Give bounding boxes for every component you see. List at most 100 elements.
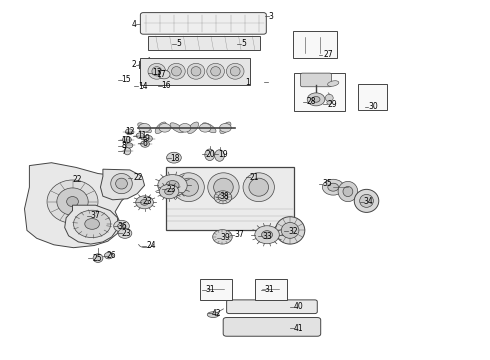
Text: 6: 6 <box>142 139 147 148</box>
Ellipse shape <box>173 173 204 202</box>
Ellipse shape <box>207 63 224 79</box>
Text: 32: 32 <box>288 227 298 236</box>
Text: 36: 36 <box>118 222 127 231</box>
Ellipse shape <box>116 178 127 189</box>
Ellipse shape <box>354 189 379 212</box>
Ellipse shape <box>208 173 239 202</box>
Ellipse shape <box>255 226 279 244</box>
Ellipse shape <box>124 148 131 155</box>
Ellipse shape <box>213 230 232 244</box>
Ellipse shape <box>243 173 274 202</box>
Bar <box>255 279 287 300</box>
Ellipse shape <box>166 180 179 190</box>
Ellipse shape <box>148 63 166 79</box>
Ellipse shape <box>215 150 224 161</box>
Ellipse shape <box>226 63 244 79</box>
Text: 19: 19 <box>218 150 228 158</box>
Text: 33: 33 <box>262 232 272 241</box>
FancyBboxPatch shape <box>226 300 318 314</box>
Text: 21: 21 <box>250 173 259 181</box>
Text: 30: 30 <box>368 102 378 111</box>
Ellipse shape <box>126 143 133 148</box>
Bar <box>200 279 232 300</box>
Text: 20: 20 <box>206 150 216 158</box>
Ellipse shape <box>187 63 205 79</box>
Ellipse shape <box>57 188 88 215</box>
Text: 22: 22 <box>73 175 82 184</box>
Ellipse shape <box>158 175 187 196</box>
Ellipse shape <box>179 123 191 132</box>
Text: 41: 41 <box>294 324 304 333</box>
Ellipse shape <box>214 191 232 204</box>
Ellipse shape <box>220 122 231 134</box>
Text: 37: 37 <box>234 230 244 239</box>
Ellipse shape <box>47 180 98 223</box>
Ellipse shape <box>281 222 299 238</box>
Ellipse shape <box>262 231 272 239</box>
Ellipse shape <box>93 254 103 262</box>
Polygon shape <box>65 205 118 244</box>
FancyBboxPatch shape <box>301 73 332 87</box>
Ellipse shape <box>144 135 152 142</box>
Text: 35: 35 <box>322 179 332 188</box>
Ellipse shape <box>139 123 150 132</box>
Ellipse shape <box>125 129 133 135</box>
Ellipse shape <box>136 133 144 139</box>
Ellipse shape <box>220 123 231 132</box>
Ellipse shape <box>275 217 305 244</box>
Ellipse shape <box>205 149 215 161</box>
Text: 13: 13 <box>152 68 162 77</box>
Ellipse shape <box>138 123 151 133</box>
Text: 42: 42 <box>212 309 221 318</box>
Text: 5: 5 <box>176 40 181 49</box>
Text: 23: 23 <box>122 229 131 238</box>
Ellipse shape <box>111 174 132 194</box>
Ellipse shape <box>218 194 228 201</box>
Ellipse shape <box>151 68 161 76</box>
Ellipse shape <box>152 67 162 76</box>
Text: 23: 23 <box>167 185 176 194</box>
Ellipse shape <box>179 178 198 196</box>
Text: 14: 14 <box>138 82 148 91</box>
Text: 31: 31 <box>206 285 216 294</box>
Ellipse shape <box>249 178 269 196</box>
Text: 31: 31 <box>265 285 274 294</box>
Ellipse shape <box>122 136 131 143</box>
Ellipse shape <box>191 67 201 76</box>
Text: 1: 1 <box>245 77 250 86</box>
Text: 16: 16 <box>162 81 172 90</box>
Ellipse shape <box>114 220 129 232</box>
Text: 40: 40 <box>294 302 304 311</box>
Ellipse shape <box>312 96 320 102</box>
Text: 23: 23 <box>142 197 152 206</box>
Text: 18: 18 <box>171 154 180 163</box>
Text: 8: 8 <box>122 141 126 150</box>
Text: 37: 37 <box>91 211 100 220</box>
Text: 10: 10 <box>122 136 131 145</box>
Ellipse shape <box>307 93 325 106</box>
Ellipse shape <box>230 67 240 76</box>
Text: 24: 24 <box>146 241 156 250</box>
Text: 27: 27 <box>323 50 333 59</box>
Polygon shape <box>24 163 128 248</box>
Text: 25: 25 <box>92 254 102 263</box>
Text: 15: 15 <box>122 76 131 85</box>
Ellipse shape <box>327 101 332 104</box>
Ellipse shape <box>172 67 181 76</box>
Text: 17: 17 <box>156 69 166 78</box>
Ellipse shape <box>214 178 233 196</box>
Ellipse shape <box>165 188 173 195</box>
Bar <box>294 73 345 111</box>
FancyBboxPatch shape <box>140 13 267 34</box>
Text: 39: 39 <box>220 233 230 242</box>
Ellipse shape <box>199 123 211 132</box>
Polygon shape <box>100 169 145 200</box>
Ellipse shape <box>136 196 153 209</box>
Ellipse shape <box>328 183 339 191</box>
Ellipse shape <box>74 210 111 238</box>
Ellipse shape <box>155 122 166 134</box>
Ellipse shape <box>170 123 184 133</box>
Ellipse shape <box>325 94 333 102</box>
Ellipse shape <box>159 184 179 199</box>
Ellipse shape <box>159 123 171 132</box>
